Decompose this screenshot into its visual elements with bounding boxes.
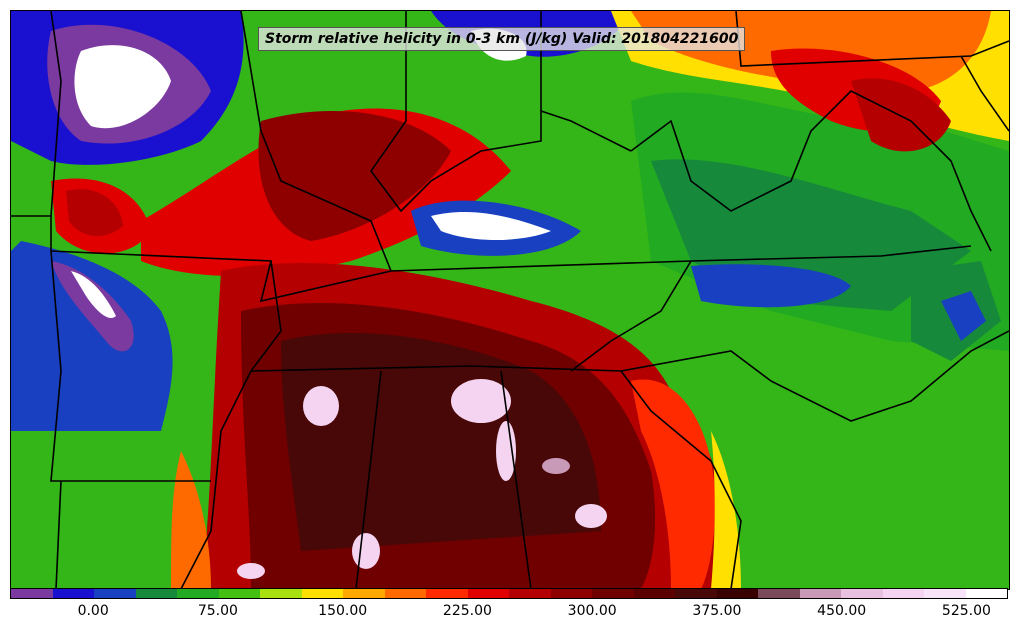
colorbar-swatch: [301, 589, 343, 598]
colorbar-tick-label: 525.00: [941, 603, 991, 619]
colorbar-swatch: [965, 589, 1007, 598]
colorbar-swatch: [841, 589, 883, 598]
colorbar-swatch: [882, 589, 924, 598]
colorbar-swatch: [94, 589, 136, 598]
map-panel: Storm relative helicity in 0-3 km (J/kg)…: [10, 10, 1010, 590]
colorbar-swatch: [799, 589, 841, 598]
colorbar-swatch: [550, 589, 592, 598]
colorbar-tick-label: 75.00: [197, 603, 238, 619]
colorbar-swatch: [924, 589, 966, 598]
colorbar-swatch: [11, 589, 53, 598]
colorbar-tick-label: 375.00: [692, 603, 742, 619]
colorbar-swatch: [177, 589, 219, 598]
colorbar-swatch: [426, 589, 468, 598]
helicity-map: [11, 11, 1009, 589]
colorbar-tick-label: 150.00: [318, 603, 368, 619]
map-title: Storm relative helicity in 0-3 km (J/kg)…: [258, 27, 746, 51]
colorbar-swatch: [633, 589, 675, 598]
colorbar: [10, 588, 1008, 599]
colorbar-swatch: [592, 589, 634, 598]
colorbar-tick-label: 300.00: [567, 603, 617, 619]
colorbar-swatch: [343, 589, 385, 598]
colorbar-tick-label: 0.00: [77, 603, 109, 619]
colorbar-swatch: [52, 589, 94, 598]
colorbar-labels: 0.00 75.00 150.00 225.00 300.00 375.00 450.00 5…: [10, 601, 1008, 623]
colorbar-tick-label: 225.00: [442, 603, 492, 619]
colorbar-swatch: [675, 589, 717, 598]
colorbar-swatch: [135, 589, 177, 598]
colorbar-swatch: [384, 589, 426, 598]
colorbar-swatch: [509, 589, 551, 598]
colorbar-tick-label: 450.00: [817, 603, 867, 619]
colorbar-swatch: [758, 589, 800, 598]
colorbar-swatch: [218, 589, 260, 598]
colorbar-swatch: [716, 589, 758, 598]
colorbar-swatch: [467, 589, 509, 598]
colorbar-swatch: [260, 589, 302, 598]
